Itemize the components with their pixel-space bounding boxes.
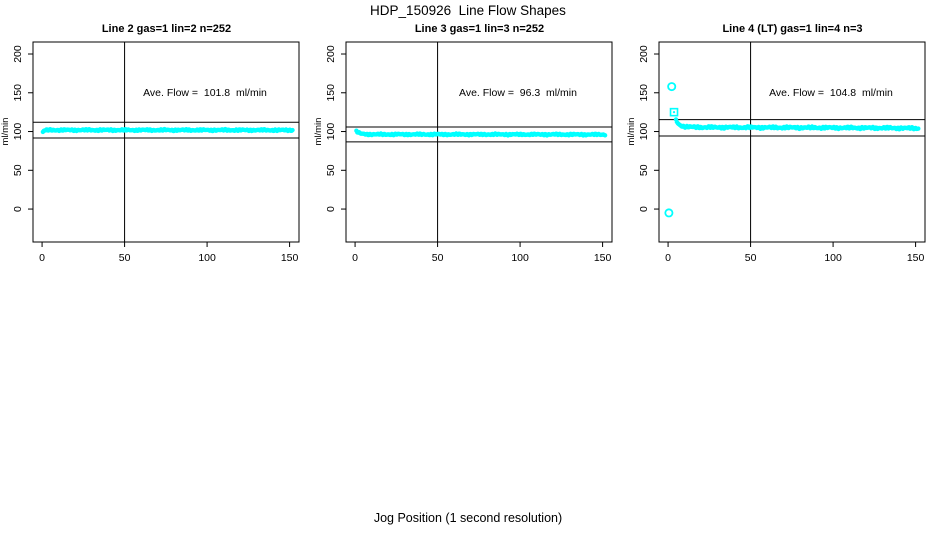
data-point <box>290 127 295 133</box>
x-tick-label: 150 <box>594 252 612 264</box>
outlier-square-marker <box>669 107 679 117</box>
x-tick-label: 100 <box>198 252 216 264</box>
x-tick-label: 0 <box>39 252 45 264</box>
y-axis-label: ml/min <box>313 118 324 146</box>
figure-title: HDP_150926 Line Flow Shapes <box>370 3 566 18</box>
y-tick-label: 200 <box>325 45 337 63</box>
panel-line-4: 0 50 100 150 0 50 100 150 200 ml/min Line 4 (LT) … <box>626 0 936 285</box>
line-4-chart-canvas: 0 50 100 150 0 50 100 150 200 ml/min <box>626 41 926 264</box>
x-tick-label: 100 <box>824 252 842 264</box>
data-point <box>916 126 921 131</box>
outlier-circle-marker <box>667 82 677 92</box>
x-tick-label: 50 <box>119 252 131 264</box>
x-tick-label: 50 <box>432 252 444 264</box>
y-tick-label: 0 <box>325 206 337 212</box>
y-axis-label: ml/min <box>626 118 637 146</box>
ave-flow-annotation-line-4: Ave. Flow = 104.8 ml/min <box>769 87 893 99</box>
ave-flow-annotation-line-3: Ave. Flow = 96.3 ml/min <box>459 87 577 99</box>
y-axis-label: ml/min <box>0 118 11 146</box>
panel-line-4-title: Line 4 (LT) gas=1 lin=4 n=3 <box>722 23 863 35</box>
x-tick-label: 100 <box>511 252 529 264</box>
y-tick-label: 100 <box>325 123 337 141</box>
outlier-circle-marker <box>664 208 674 218</box>
y-tick-label: 150 <box>638 84 650 102</box>
data-point <box>602 133 608 138</box>
y-tick-label: 50 <box>638 164 650 176</box>
x-axis-label: Jog Position (1 second resolution) <box>373 511 563 525</box>
x-tick-label: 150 <box>281 252 299 264</box>
x-tick-label: 50 <box>745 252 757 264</box>
x-tick-label: 0 <box>665 252 671 264</box>
y-tick-label: 50 <box>12 164 24 176</box>
plot-box <box>658 41 926 243</box>
ave-flow-annotation-line-2: Ave. Flow = 101.8 ml/min <box>143 87 267 99</box>
line-2-chart-canvas: 0 50 100 150 0 50 100 150 200 ml/min <box>0 41 300 264</box>
y-tick-label: 50 <box>325 164 337 176</box>
y-tick-label: 200 <box>638 45 650 63</box>
y-tick-label: 150 <box>325 84 337 102</box>
y-tick-label: 100 <box>638 123 650 141</box>
panel-line-2: 0 50 100 150 0 50 100 150 200 ml/min Line 2 gas=1… <box>0 0 313 285</box>
x-tick-label: 150 <box>907 252 925 264</box>
panel-line-3: 0 50 100 150 0 50 100 150 200 ml/min Line 3 gas=1… <box>313 0 626 285</box>
outlier-square-dot <box>672 111 676 114</box>
plot-box <box>32 41 300 243</box>
y-tick-label: 150 <box>12 84 24 102</box>
y-tick-label: 200 <box>12 45 24 63</box>
panel-line-3-title: Line 3 gas=1 lin=3 n=252 <box>414 23 545 35</box>
y-tick-label: 100 <box>12 123 24 141</box>
panel-line-2-title: Line 2 gas=1 lin=2 n=252 <box>101 23 232 35</box>
y-tick-label: 0 <box>638 206 650 212</box>
y-tick-label: 0 <box>12 206 24 212</box>
line-3-chart-canvas: 0 50 100 150 0 50 100 150 200 ml/min <box>313 41 613 264</box>
x-tick-label: 0 <box>352 252 358 264</box>
